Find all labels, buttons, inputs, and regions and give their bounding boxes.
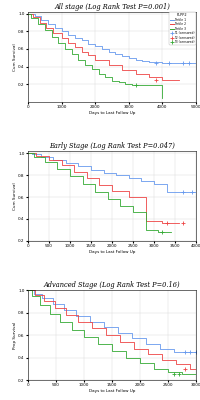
X-axis label: Days to Last Follow Up: Days to Last Follow Up [89,250,135,254]
Y-axis label: Cum Survival: Cum Survival [13,182,17,210]
Y-axis label: Prop Survival: Prop Survival [13,322,17,349]
Title: Advanced Stage (Log Rank Test P=0.16): Advanced Stage (Log Rank Test P=0.16) [44,282,180,290]
Y-axis label: Cum Survival: Cum Survival [13,43,17,71]
Title: Early Stage (Log Rank Test P=0.047): Early Stage (Log Rank Test P=0.047) [49,142,175,150]
X-axis label: Days to Last Follow Up: Days to Last Follow Up [89,111,135,115]
Legend: Tertile 1, Tertile 2, Tertile 3, T1 (censored), T2 (censored), T3 (censored): Tertile 1, Tertile 2, Tertile 3, T1 (cen… [169,12,196,45]
X-axis label: Days to Last Follow Up: Days to Last Follow Up [89,389,135,393]
Title: All stage (Log Rank Test P=0.001): All stage (Log Rank Test P=0.001) [54,3,170,11]
